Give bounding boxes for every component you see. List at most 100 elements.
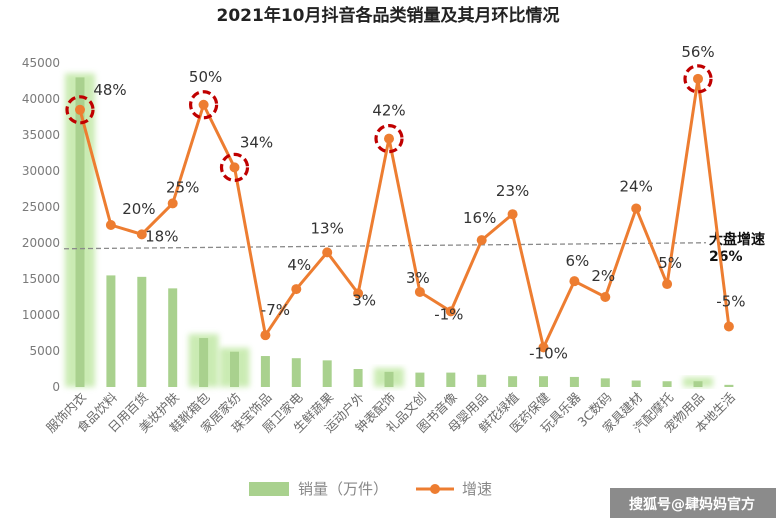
highlight-circle-钟表配饰 [374,124,404,154]
growth-point-日用百货 [136,229,147,240]
growth-point-珠宝饰品 [260,330,271,341]
bar-运动户外 [353,369,363,387]
legend-label-line: 增速 [462,480,492,498]
y-tick-label: 45000 [22,56,60,70]
growth-label: 18% [145,227,178,245]
growth-point-生鲜蔬果 [322,247,333,258]
bar-鲜花绿植 [508,376,518,387]
highlight-circle-鞋靴箱包 [189,90,219,120]
growth-label: 24% [620,177,653,195]
growth-point-服饰内衣 [75,104,85,115]
bar-本地生活 [724,384,734,387]
y-tick-label: 30000 [22,164,60,178]
growth-point-玩具乐器 [569,276,580,287]
growth-point-钟表配饰 [384,133,394,144]
growth-label: 13% [311,219,344,237]
line-series: 48%20%18%25%50%34%-7%4%13%3%42%3%-1%16%2… [65,43,746,362]
bar-生鲜蔬果 [322,360,332,387]
growth-label: 25% [166,178,199,196]
growth-label: 42% [372,102,405,120]
growth-point-母婴用品 [476,235,487,246]
growth-point-美妆护肤 [167,198,178,209]
reference-line-value: 26% [709,249,743,265]
growth-point-厨卫家电 [291,284,302,295]
growth-label: 23% [496,182,529,200]
bar-家居家纺 [230,351,239,387]
growth-label: 50% [189,68,222,86]
market-growth-dashed-line [63,242,707,250]
highlight-circle-家居家纺 [219,152,250,182]
growth-label: 56% [681,43,714,61]
bar-汽配摩托 [662,381,672,387]
growth-point-医药保健 [538,342,549,353]
legend: 销量（万件） 增速 [249,480,492,498]
growth-label: 2% [591,267,615,285]
bar-日用百货 [137,276,147,387]
bar-厨卫家电 [291,358,301,387]
bar-珠宝饰品 [260,356,270,387]
growth-label: -1% [434,305,463,323]
bar-鞋靴箱包 [199,338,209,387]
highlight-circle-服饰内衣 [65,95,95,125]
growth-point-汽配摩托 [662,279,673,290]
growth-label: 3% [406,269,430,287]
y-tick-label: 0 [52,380,60,394]
growth-point-图书音像 [445,306,456,317]
bar-家具建材 [631,380,641,387]
x-axis: 服饰内衣食品饮料日用百货美妆护肤鞋靴箱包家居家纺珠宝饰品厨卫家电生鲜蔬果运动户外… [43,389,738,435]
growth-label: -5% [716,293,745,311]
bar-图书音像 [446,372,456,387]
growth-point-家居家纺 [229,162,240,173]
bar-3C数码 [600,378,610,387]
growth-point-本地生活 [723,321,734,332]
bar-食品饮料 [106,275,116,387]
growth-label: 48% [93,81,126,99]
growth-point-食品饮料 [105,220,116,230]
highlight-circle-宠物用品 [683,64,713,94]
growth-point-3C数码 [600,292,611,302]
growth-label: 6% [566,252,590,270]
growth-label: 16% [463,209,496,227]
bar-礼品文创 [415,372,425,387]
bar-宠物用品 [693,381,703,387]
y-tick-label: 20000 [22,236,60,250]
growth-label: 20% [122,200,155,218]
y-tick-label: 40000 [22,92,60,106]
bar-美妆护肤 [168,288,178,387]
growth-point-礼品文创 [414,286,425,297]
reference-line-label: 大盘增速 [709,231,765,248]
growth-label: -10% [529,344,568,362]
growth-point-宠物用品 [693,73,703,84]
growth-point-鲜花绿植 [507,209,518,220]
bar-玩具乐器 [569,376,579,387]
y-tick-label: 5000 [29,344,60,358]
bar-series [65,73,734,388]
growth-line [78,77,731,349]
growth-label: -7% [261,301,290,319]
growth-label: 5% [658,254,682,272]
growth-label: 34% [240,133,273,151]
growth-point-鞋靴箱包 [198,99,209,110]
bar-医药保健 [539,376,548,387]
legend-swatch-marker [430,484,440,494]
chart-title: 2021年10月抖音各品类销量及其月环比情况 [217,5,560,26]
growth-point-家具建材 [631,203,642,214]
bar-钟表配饰 [384,371,394,387]
y-tick-label: 15000 [22,272,60,286]
watermark: 搜狐号@肆妈妈官方 [610,488,776,518]
bar-母婴用品 [477,374,487,387]
y-tick-label: 10000 [22,308,60,322]
watermark-background [610,488,776,518]
y-axis: 0 5000 10000 15000 20000 25000 30000 35000 40000… [22,56,60,394]
legend-label-bar: 销量（万件） [298,480,388,498]
watermark-text: 搜狐号@肆妈妈官方 [629,496,755,513]
growth-point-运动户外 [353,288,364,299]
growth-label: 3% [352,291,376,309]
bar-服饰内衣 [75,77,85,388]
growth-label: 4% [287,256,311,274]
y-tick-label: 25000 [22,200,60,214]
y-tick-label: 35000 [22,128,60,142]
legend-swatch-bar [249,482,289,496]
